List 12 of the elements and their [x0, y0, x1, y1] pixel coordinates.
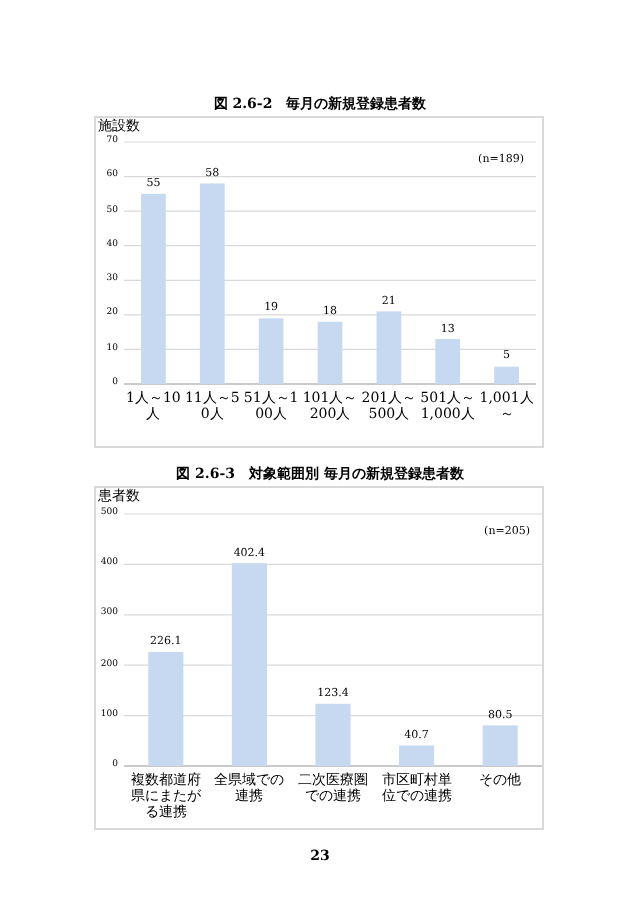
bar — [435, 339, 461, 384]
bar — [494, 366, 519, 384]
bar — [258, 318, 284, 384]
bar — [231, 563, 267, 766]
bar — [199, 183, 225, 384]
bar — [148, 652, 184, 766]
bar — [141, 193, 166, 384]
bar — [399, 745, 435, 766]
bar — [482, 725, 518, 766]
bar — [317, 321, 343, 384]
bar — [315, 703, 351, 766]
bar — [376, 311, 402, 384]
